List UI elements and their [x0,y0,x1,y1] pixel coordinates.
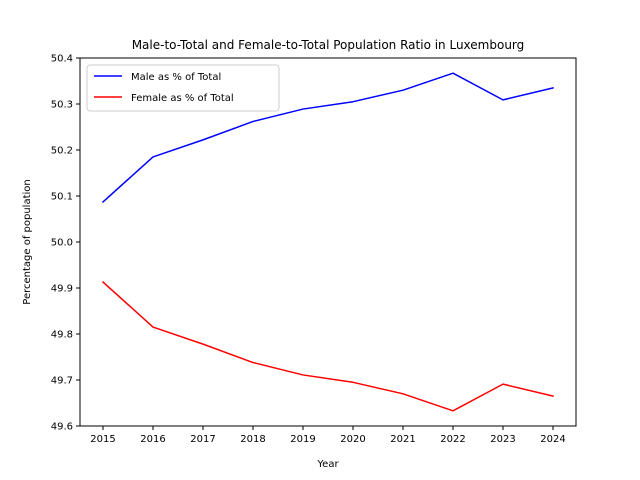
x-tick-label: 2021 [390,434,415,445]
y-tick-label: 50.1 [51,192,73,203]
series-line-female [101,280,554,412]
chart-title: Male-to-Total and Female-to-Total Popula… [132,38,525,52]
legend: Male as % of Total Female as % of Total [86,64,280,112]
y-tick-label: 50.0 [51,238,73,249]
x-tick-label: 2024 [540,434,565,445]
series-line-male [101,72,554,204]
x-tick-label: 2016 [140,434,165,445]
y-tick-label: 49.6 [51,422,73,433]
legend-label-male: Male as % of Total [131,72,221,83]
y-tick-label: 50.4 [51,54,73,65]
x-tick-label: 2022 [440,434,465,445]
x-axis-label: Year [316,459,339,470]
y-axis-label: Percentage of population [22,179,33,304]
x-tick-label: 2020 [340,434,365,445]
x-tick-label: 2023 [490,434,515,445]
series-lines [101,72,554,412]
x-tick-label: 2018 [240,434,265,445]
y-tick-label: 49.8 [51,330,73,341]
legend-box [86,64,280,112]
y-tick-label: 49.7 [51,376,73,387]
y-tick-label: 50.2 [51,146,73,157]
x-axis: 2015 2016 2017 2018 2019 2020 2021 2022 2023 2024 [90,426,566,445]
x-tick-label: 2015 [90,434,115,445]
y-tick-label: 49.9 [51,284,73,295]
x-tick-label: 2019 [290,434,315,445]
y-axis: 49.6 49.7 49.8 49.9 50.0 50.1 50.2 50.3 50.4 [51,54,80,433]
y-tick-label: 50.3 [51,100,73,111]
x-tick-label: 2017 [190,434,215,445]
plot-frame [79,57,577,427]
legend-label-female: Female as % of Total [131,93,234,104]
